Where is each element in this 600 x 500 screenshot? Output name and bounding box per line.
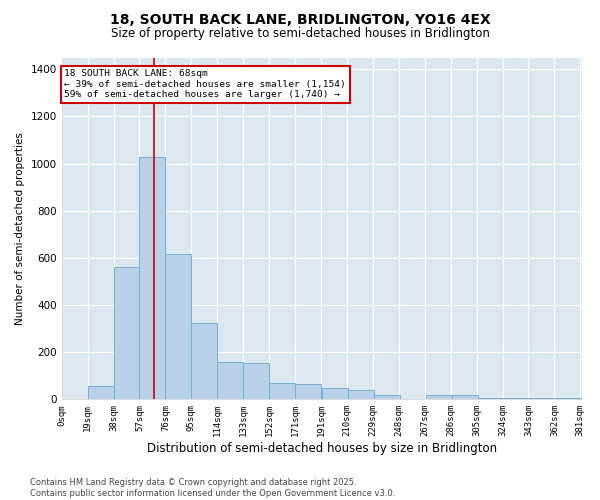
Bar bbox=[88, 386, 113, 400]
Text: Contains HM Land Registry data © Crown copyright and database right 2025.
Contai: Contains HM Land Registry data © Crown c… bbox=[30, 478, 395, 498]
Bar bbox=[295, 384, 321, 400]
Bar bbox=[269, 383, 295, 400]
Y-axis label: Number of semi-detached properties: Number of semi-detached properties bbox=[15, 132, 25, 325]
X-axis label: Distribution of semi-detached houses by size in Bridlington: Distribution of semi-detached houses by … bbox=[146, 442, 497, 455]
Bar bbox=[556, 398, 582, 400]
Bar bbox=[243, 363, 269, 400]
Bar bbox=[217, 362, 243, 400]
Bar bbox=[504, 398, 530, 400]
Bar bbox=[426, 394, 452, 400]
Bar bbox=[349, 390, 374, 400]
Bar bbox=[478, 398, 504, 400]
Text: Size of property relative to semi-detached houses in Bridlington: Size of property relative to semi-detach… bbox=[110, 28, 490, 40]
Bar bbox=[530, 398, 556, 400]
Text: 18 SOUTH BACK LANE: 68sqm
← 39% of semi-detached houses are smaller (1,154)
59% : 18 SOUTH BACK LANE: 68sqm ← 39% of semi-… bbox=[64, 70, 346, 99]
Bar bbox=[166, 254, 191, 400]
Bar bbox=[113, 268, 139, 400]
Bar bbox=[452, 394, 478, 400]
Bar bbox=[322, 388, 349, 400]
Text: 18, SOUTH BACK LANE, BRIDLINGTON, YO16 4EX: 18, SOUTH BACK LANE, BRIDLINGTON, YO16 4… bbox=[110, 12, 490, 26]
Bar bbox=[139, 156, 166, 400]
Bar bbox=[374, 394, 400, 400]
Bar bbox=[191, 322, 217, 400]
